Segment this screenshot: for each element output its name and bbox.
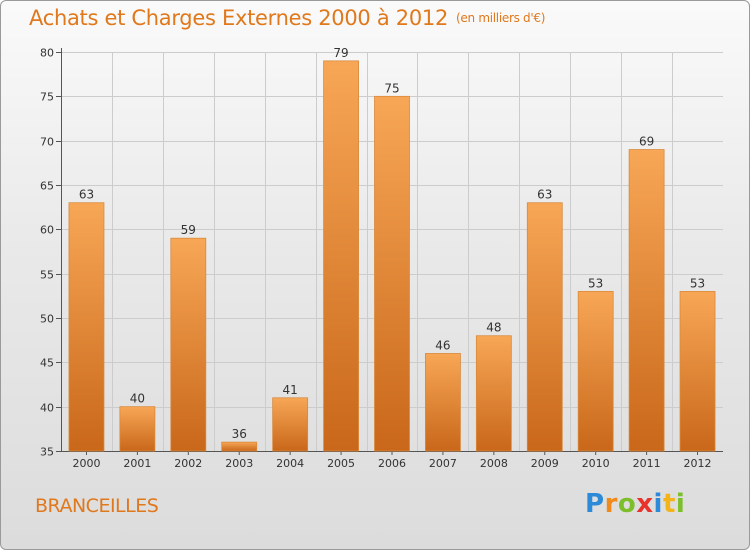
bar-2012: [679, 290, 716, 452]
bar-2000: [68, 202, 105, 452]
x-tick-label-2009: 2009: [531, 457, 559, 470]
logo-letter: i: [675, 489, 686, 519]
bar-2010: [577, 290, 614, 452]
bar-2011: [628, 149, 665, 452]
logo-letter: x: [636, 489, 654, 519]
value-label-2008: 48: [486, 321, 501, 335]
bar-2003: [221, 441, 258, 452]
bars: [68, 60, 716, 452]
bar-2007: [425, 353, 461, 452]
value-label-2000: 63: [79, 188, 94, 202]
axes: [56, 48, 723, 455]
value-label-2010: 53: [588, 276, 603, 290]
value-label-2006: 75: [384, 81, 399, 95]
logo-letter: P: [585, 489, 605, 519]
value-label-2001: 40: [130, 392, 145, 406]
logo-letter: o: [617, 489, 637, 519]
x-tick-label-2002: 2002: [174, 457, 202, 470]
x-tick-label-2008: 2008: [480, 457, 508, 470]
value-label-2005: 79: [333, 46, 348, 60]
bar-2006: [374, 95, 410, 452]
value-label-2002: 59: [181, 223, 196, 237]
value-label-2012: 53: [690, 276, 705, 290]
value-label-2003: 36: [232, 427, 247, 441]
y-tick-label: 60: [40, 224, 54, 237]
place-name: BRANCEILLES: [35, 495, 159, 517]
value-label-2007: 46: [435, 338, 450, 352]
x-tick-label-2012: 2012: [684, 457, 712, 470]
chart-title: Achats et Charges Externes 2000 à 2012 (e…: [29, 6, 545, 30]
x-tick-label-2001: 2001: [123, 457, 151, 470]
logo-letter: r: [604, 489, 618, 519]
x-tick-label-2010: 2010: [582, 457, 610, 470]
logo-letter: t: [662, 489, 676, 519]
proxiti-logo: Proxiti: [585, 489, 685, 519]
y-tick-label: 75: [40, 91, 54, 104]
y-tick-label: 70: [40, 136, 54, 149]
y-tick-label: 45: [40, 357, 54, 370]
bar-2008: [475, 335, 512, 452]
bar-2004: [272, 397, 309, 452]
y-tick-label: 50: [40, 313, 54, 326]
bar-2009: [526, 202, 563, 452]
x-tick-label-2007: 2007: [429, 457, 457, 470]
y-tick-label: 65: [40, 180, 54, 193]
y-tick-label: 40: [40, 402, 54, 415]
x-tick-label-2006: 2006: [378, 457, 406, 470]
bar-2005: [323, 60, 359, 452]
labels: 35 40 45 50 55 60 65 70 75 80 63 2000 40 2001 59 2002 36…: [40, 46, 712, 470]
bar-2002: [170, 237, 207, 452]
value-label-2011: 69: [639, 135, 654, 149]
x-tick-label-2004: 2004: [276, 457, 304, 470]
x-tick-label-2003: 2003: [225, 457, 253, 470]
x-tick-label-2005: 2005: [327, 457, 355, 470]
y-tick-label: 80: [40, 47, 54, 60]
value-label-2009: 63: [537, 188, 552, 202]
chart-subtitle: (en milliers d'€): [456, 11, 546, 25]
y-tick-label: 35: [40, 446, 54, 459]
logo-letter: i: [653, 489, 663, 519]
y-tick-label: 55: [40, 269, 54, 282]
value-label-2004: 41: [283, 383, 298, 397]
chart-title-text: Achats et Charges Externes 2000 à 2012: [29, 6, 449, 30]
x-tick-label-2000: 2000: [72, 457, 100, 470]
bar-2001: [119, 406, 156, 452]
x-tick-label-2011: 2011: [633, 457, 661, 470]
